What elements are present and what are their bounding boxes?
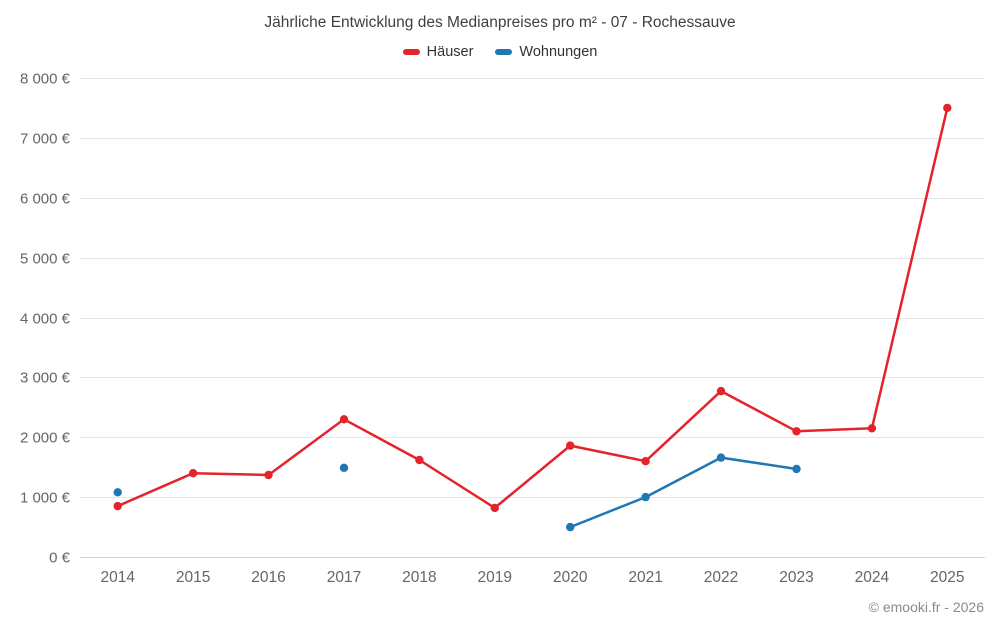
chart-title: Jährliche Entwicklung des Medianpreises … <box>264 14 736 31</box>
data-point <box>566 522 575 532</box>
data-point <box>188 469 198 478</box>
legend-swatch-haeuser <box>402 49 420 55</box>
data-point <box>943 103 952 113</box>
legend-label-haeuser: Häuser <box>426 44 474 60</box>
data-point <box>792 464 801 474</box>
y-axis-label: 4 000 € <box>20 311 71 328</box>
y-axis-label: 5 000 € <box>20 251 71 268</box>
y-axis-label: 6 000 € <box>20 191 71 208</box>
y-axis-label: 3 000 € <box>20 370 71 387</box>
data-point <box>641 457 650 466</box>
x-axis-label: 2022 <box>704 569 738 586</box>
x-axis-label: 2017 <box>327 569 361 586</box>
x-axis-label: 2024 <box>855 569 890 586</box>
data-point <box>867 424 877 433</box>
legend-item-wohnungen[interactable]: Wohnungen <box>495 44 597 60</box>
data-point <box>716 453 726 462</box>
data-point <box>113 488 122 497</box>
data-point <box>339 415 349 424</box>
data-point <box>490 503 499 513</box>
x-axis-label: 2014 <box>100 569 135 586</box>
legend: Häuser Wohnungen <box>0 44 1000 60</box>
data-point <box>641 492 650 502</box>
y-axis-label: 7 000 € <box>20 131 71 148</box>
data-point <box>792 427 801 436</box>
x-axis-label: 2023 <box>779 569 813 586</box>
y-axis-label: 8 000 € <box>20 71 71 88</box>
x-axis-label: 2021 <box>628 569 662 586</box>
legend-item-haeuser[interactable]: Häuser <box>402 44 474 60</box>
x-axis-label: 2020 <box>553 569 588 586</box>
data-point <box>339 463 349 472</box>
x-axis-label: 2019 <box>478 569 512 586</box>
x-axis-label: 2015 <box>176 569 210 586</box>
data-point <box>716 386 726 396</box>
data-point <box>113 501 122 511</box>
y-axis-label: 0 € <box>49 550 71 567</box>
legend-swatch-wohnungen <box>495 49 513 55</box>
data-point <box>415 455 424 465</box>
data-point <box>566 441 575 450</box>
data-point <box>264 470 273 480</box>
x-axis-label: 2016 <box>251 569 285 586</box>
series-line-0 <box>116 106 949 510</box>
copyright: © emooki.fr - 2026 <box>868 599 984 615</box>
x-axis-label: 2018 <box>402 569 436 586</box>
x-axis-label: 2025 <box>930 569 964 586</box>
legend-label-wohnungen: Wohnungen <box>519 44 598 60</box>
y-axis-label: 2 000 € <box>20 430 71 447</box>
series-line-1 <box>568 456 798 529</box>
y-axis-label: 1 000 € <box>20 490 71 507</box>
